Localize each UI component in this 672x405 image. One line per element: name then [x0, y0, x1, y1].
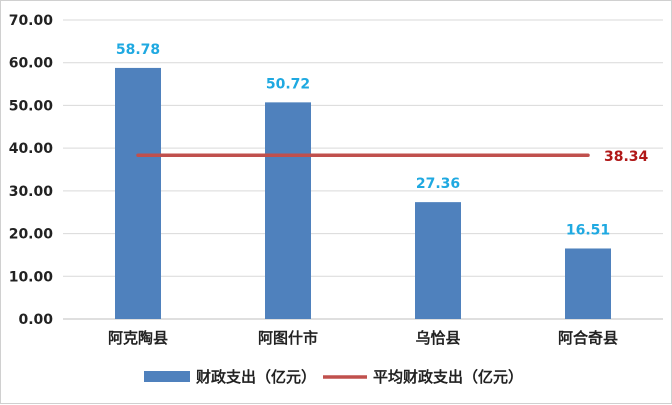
bar-data-label: 58.78 [116, 42, 160, 58]
bar [265, 102, 311, 319]
average-line-group: 38.34 [136, 149, 649, 165]
bar [565, 248, 611, 319]
bar-data-label: 50.72 [266, 76, 310, 92]
x-axis-categories: 阿克陶县 阿图什市 乌恰县 阿合奇县 [108, 329, 618, 347]
legend-bar-label: 财政支出（亿元） [196, 368, 316, 386]
legend: 财政支出（亿元） 平均财政支出（亿元） [144, 368, 523, 386]
bars [115, 67, 611, 319]
y-tick-label: 20.00 [9, 227, 54, 243]
y-tick-label: 10.00 [9, 269, 54, 285]
y-tick-label: 50.00 [9, 98, 54, 114]
y-tick-label: 40.00 [9, 141, 54, 157]
average-data-label: 38.34 [604, 149, 649, 165]
x-category-label: 阿合奇县 [558, 329, 618, 347]
bar-data-label: 16.51 [566, 222, 610, 238]
y-tick-label: 70.00 [9, 13, 54, 29]
bar [415, 202, 461, 319]
bar [115, 67, 161, 319]
bar-data-label: 27.36 [416, 176, 460, 192]
data-labels: 58.78 50.72 27.36 16.51 [116, 42, 610, 239]
y-tick-label: 0.00 [18, 312, 53, 328]
x-category-label: 阿图什市 [258, 329, 318, 347]
y-tick-label: 60.00 [9, 56, 54, 72]
gridlines [63, 19, 663, 320]
y-tick-label: 30.00 [9, 184, 54, 200]
legend-bar-swatch [144, 371, 190, 382]
y-axis-ticks: 0.00 10.00 20.00 30.00 40.00 50.00 60.00 70.00 [9, 13, 54, 328]
x-category-label: 阿克陶县 [108, 329, 168, 347]
legend-line-label: 平均财政支出（亿元） [373, 368, 523, 386]
x-category-label: 乌恰县 [415, 329, 460, 347]
